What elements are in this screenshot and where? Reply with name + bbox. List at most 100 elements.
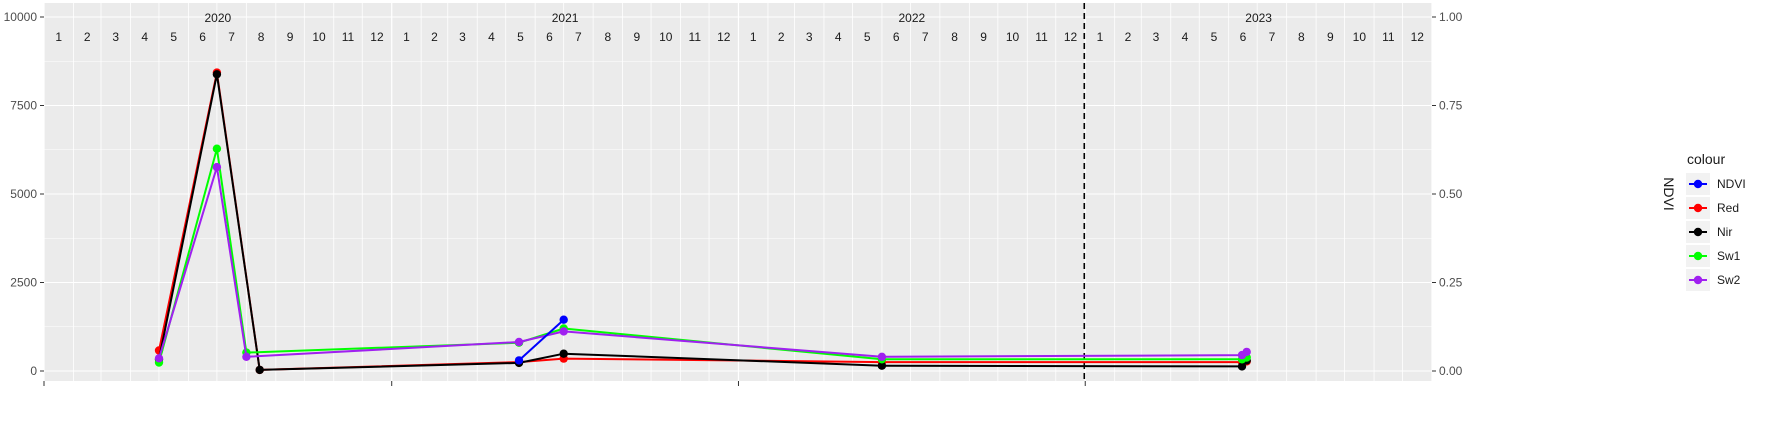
month-label: 11 xyxy=(1382,30,1395,44)
data-point-nir xyxy=(559,349,568,358)
y-left-tick-label: 7500 xyxy=(10,99,37,113)
data-point-sw2 xyxy=(154,354,164,363)
series-line-ndvi xyxy=(518,318,565,362)
data-point-sw2 xyxy=(559,327,568,336)
month-label: 4 xyxy=(488,30,495,44)
y-right-tick-label: 0.25 xyxy=(1439,276,1463,290)
month-label: 4 xyxy=(1182,30,1189,44)
month-label: 8 xyxy=(951,30,958,44)
data-point-sw2 xyxy=(514,337,524,347)
year-label: 2020 xyxy=(205,11,232,25)
month-label: 10 xyxy=(659,30,673,44)
series-line-sw2 xyxy=(158,166,1248,359)
month-label: 11 xyxy=(689,30,702,44)
month-label: 11 xyxy=(1035,30,1048,44)
legend-label: NDVI xyxy=(1717,177,1746,191)
month-label: 5 xyxy=(517,30,524,44)
month-label: 5 xyxy=(170,30,177,44)
month-label: 1 xyxy=(1097,30,1104,44)
month-label: 8 xyxy=(1298,30,1305,44)
y-left-tick-label: 10000 xyxy=(4,10,38,24)
month-label: 3 xyxy=(112,30,119,44)
month-label: 2 xyxy=(431,30,438,44)
month-label: 6 xyxy=(1240,30,1247,44)
series-group xyxy=(154,68,1251,375)
month-label: 2 xyxy=(778,30,785,44)
data-point-ndvi xyxy=(559,315,568,324)
legend-label: Nir xyxy=(1717,225,1732,239)
month-label: 3 xyxy=(1153,30,1160,44)
y-right-tick-label: 0.50 xyxy=(1439,187,1463,201)
data-point-nir xyxy=(212,70,222,79)
legend-title: colour xyxy=(1687,151,1725,167)
month-label: 5 xyxy=(1211,30,1218,44)
month-label: 7 xyxy=(922,30,929,44)
grid xyxy=(43,3,1433,381)
data-point-nir xyxy=(1237,362,1247,371)
month-label: 3 xyxy=(459,30,466,44)
y-left-tick-label: 5000 xyxy=(10,187,37,201)
month-label: 1 xyxy=(403,30,410,44)
data-point-sw2 xyxy=(242,352,251,361)
month-label: 12 xyxy=(717,30,731,44)
month-label: 8 xyxy=(258,30,265,44)
month-label: 12 xyxy=(1064,30,1078,44)
month-label: 7 xyxy=(1269,30,1276,44)
month-label: 6 xyxy=(199,30,206,44)
month-label: 9 xyxy=(980,30,987,44)
legend: colour NDVI Red Nir Sw1 Sw2 xyxy=(1686,151,1746,291)
month-label: 7 xyxy=(228,30,235,44)
legend-label: Red xyxy=(1717,201,1739,215)
legend-label: Sw2 xyxy=(1717,273,1741,287)
year-label: 2023 xyxy=(1245,11,1272,25)
data-point-sw2 xyxy=(877,352,887,361)
data-point-ndvi xyxy=(514,356,524,365)
month-label: 10 xyxy=(1006,30,1020,44)
month-label: 1 xyxy=(750,30,757,44)
legend-label: Sw1 xyxy=(1717,249,1741,263)
data-point-sw2 xyxy=(1242,347,1251,357)
legend-key-point xyxy=(1693,227,1703,237)
month-label: 2 xyxy=(1125,30,1132,44)
month-label: 9 xyxy=(287,30,294,44)
month-label: 3 xyxy=(806,30,813,44)
month-label: 10 xyxy=(312,30,326,44)
legend-item-sw1: Sw1 xyxy=(1686,245,1741,267)
data-point-nir xyxy=(255,365,264,375)
legend-key-point xyxy=(1693,251,1703,261)
series-line-sw1 xyxy=(158,147,1248,363)
legend-item-ndvi: NDVI xyxy=(1686,173,1746,195)
month-label: 9 xyxy=(1327,30,1334,44)
series-ndvi xyxy=(514,315,568,365)
y-left-tick-label: 2500 xyxy=(10,276,37,290)
y-left-tick-label: 0 xyxy=(30,364,37,378)
month-label: 5 xyxy=(864,30,871,44)
y-right-tick-label: 0.00 xyxy=(1439,364,1463,378)
year-label: 2022 xyxy=(899,11,926,25)
axes: NDVI 0 2500 5000 7500 10000 0.00 0.25 0.50 0.75 1… xyxy=(4,10,1677,386)
month-label: 6 xyxy=(546,30,553,44)
y-right-tick-label: 1.00 xyxy=(1439,10,1463,24)
series-line-nir xyxy=(158,73,1248,371)
month-label: 4 xyxy=(835,30,842,44)
legend-item-red: Red xyxy=(1686,197,1739,219)
data-point-sw1 xyxy=(212,144,222,153)
month-label: 11 xyxy=(342,30,355,44)
month-label: 4 xyxy=(141,30,148,44)
series-sw2 xyxy=(154,162,1251,363)
legend-key-point xyxy=(1693,179,1703,189)
month-label: 12 xyxy=(1411,30,1425,44)
month-label: 10 xyxy=(1353,30,1367,44)
month-label: 8 xyxy=(605,30,612,44)
y-right-tick-label: 0.75 xyxy=(1439,99,1463,113)
month-label: 1 xyxy=(55,30,62,44)
legend-item-nir: Nir xyxy=(1686,221,1732,243)
y-right-axis-title: NDVI xyxy=(1661,177,1677,210)
year-label: 2021 xyxy=(552,11,579,25)
month-label: 7 xyxy=(575,30,582,44)
month-label: 12 xyxy=(370,30,384,44)
month-label: 6 xyxy=(893,30,900,44)
legend-item-sw2: Sw2 xyxy=(1686,269,1741,291)
